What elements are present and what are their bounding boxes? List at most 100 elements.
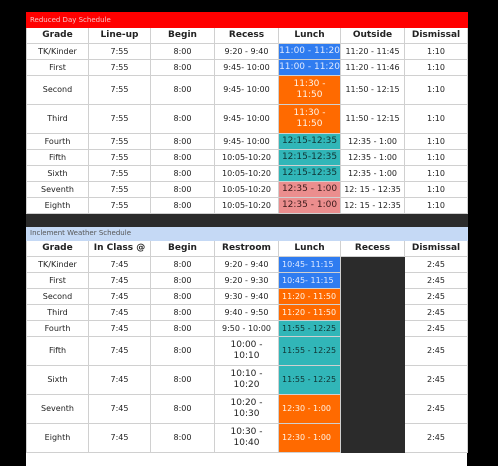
in-class-cell: 7:45: [88, 256, 151, 273]
recess-cell: 10:05-10:20: [214, 165, 279, 182]
begin-cell: 8:00: [150, 133, 215, 150]
recess-cell: [340, 423, 405, 453]
col-header-grade: Grade: [26, 27, 89, 44]
dismissal-cell: 1:10: [403, 133, 469, 150]
dismissal-cell: 1:10: [403, 43, 469, 60]
grade-cell: Fourth: [26, 133, 89, 150]
lunch-cell: 10:45- 11:15: [278, 256, 341, 273]
lunch-cell: 12:15-12:35: [278, 133, 341, 150]
dismissal-cell: 2:45: [403, 304, 469, 321]
grade-cell: Third: [26, 104, 89, 134]
lunch-cell: 12:35 - 1:00: [278, 197, 341, 214]
restroom-cell: 9:20 - 9:40: [214, 256, 279, 273]
dismissal-cell: 2:45: [403, 394, 469, 424]
in-class-cell: 7:45: [88, 423, 151, 453]
lunch-cell: 11:30 - 11:50: [278, 104, 341, 134]
lunch-cell: 11:55 - 12:25: [278, 365, 341, 395]
recess-cell: [340, 288, 405, 305]
table-row: First 7:55 8:00 9:45- 10:00 11:00 - 11:20 11:…: [26, 59, 469, 76]
begin-cell: 8:00: [150, 272, 215, 289]
restroom-cell: 10:00 - 10:10: [214, 336, 279, 366]
begin-cell: 8:00: [150, 181, 215, 198]
col-header-lineup: Line-up: [88, 27, 151, 44]
col-header-grade: Grade: [26, 240, 89, 257]
begin-cell: 8:00: [150, 394, 215, 424]
col-header-dismissal: Dismissal: [403, 27, 469, 44]
col-header-outside: Outside: [340, 27, 405, 44]
begin-cell: 8:00: [150, 165, 215, 182]
divider: [150, 213, 215, 227]
in-class-cell: 7:45: [88, 365, 151, 395]
grade-cell: Eighth: [26, 423, 89, 453]
table-row: Seventh 7:55 8:00 10:05-10:20 12:35 - 1:00 12…: [26, 181, 469, 198]
recess-cell: 9:45- 10:00: [214, 59, 279, 76]
table-row: Eighth 7:55 8:00 10:05-10:20 12:35 - 1:00 12:…: [26, 197, 469, 214]
lineup-cell: 7:55: [88, 43, 151, 60]
divider: [278, 213, 341, 227]
restroom-cell: 9:40 - 9:50: [214, 304, 279, 321]
dismissal-cell: 1:10: [403, 197, 469, 214]
begin-cell: 8:00: [150, 336, 215, 366]
restroom-cell: 10:30 - 10:40: [214, 423, 279, 453]
dismissal-cell: 2:45: [403, 272, 469, 289]
outside-cell: 12: 15 - 12:35: [340, 197, 405, 214]
begin-cell: 8:00: [150, 256, 215, 273]
table-row: Third 7:55 8:00 9:45- 10:00 11:30 - 11:50 11:…: [26, 104, 469, 134]
table-row: Seventh 7:45 8:00 10:20 - 10:30 12:30 - 1:00…: [26, 394, 469, 424]
grade-cell: TK/Kinder: [26, 43, 89, 60]
table-row: Third 7:45 8:00 9:40 - 9:50 11:20 - 11:50 2:4…: [26, 304, 469, 321]
recess-cell: [340, 365, 405, 395]
restroom-cell: 10:20 - 10:30: [214, 394, 279, 424]
grade-cell: TK/Kinder: [26, 256, 89, 273]
lunch-cell: 11:30 - 11:50: [278, 75, 341, 105]
in-class-cell: 7:45: [88, 288, 151, 305]
lineup-cell: 7:55: [88, 59, 151, 76]
lunch-cell: 11:20 - 11:50: [278, 288, 341, 305]
dismissal-cell: 1:10: [403, 59, 469, 76]
col-header-recess: Recess: [340, 240, 405, 257]
col-header-dismissal: Dismissal: [403, 240, 469, 257]
dismissal-cell: 1:10: [403, 149, 469, 166]
grade-cell: Third: [26, 304, 89, 321]
recess-cell: [340, 256, 405, 273]
table-row: Sixth 7:55 8:00 10:05-10:20 12:15-12:35 12:35…: [26, 165, 469, 182]
grade-cell: Second: [26, 288, 89, 305]
restroom-cell: 9:30 - 9:40: [214, 288, 279, 305]
divider: [26, 213, 89, 227]
lineup-cell: 7:55: [88, 75, 151, 105]
grade-cell: Seventh: [26, 394, 89, 424]
grade-cell: Sixth: [26, 165, 89, 182]
dismissal-cell: 1:10: [403, 181, 469, 198]
lineup-cell: 7:55: [88, 133, 151, 150]
begin-cell: 8:00: [150, 43, 215, 60]
inclement-rows: TK/Kinder 7:45 8:00 9:20 - 9:40 10:45- 11:15…: [26, 256, 469, 453]
grade-cell: Seventh: [26, 181, 89, 198]
col-header-begin: Begin: [150, 240, 215, 257]
recess-cell: 10:05-10:20: [214, 181, 279, 198]
recess-cell: 9:45- 10:00: [214, 104, 279, 134]
begin-cell: 8:00: [150, 365, 215, 395]
dismissal-cell: 2:45: [403, 256, 469, 273]
dismissal-cell: 2:45: [403, 320, 469, 337]
grade-cell: Fourth: [26, 320, 89, 337]
divider: [403, 213, 469, 227]
lineup-cell: 7:55: [88, 149, 151, 166]
col-header-lunch: Lunch: [278, 27, 341, 44]
lunch-cell: 12:30 - 1:00: [278, 423, 341, 453]
outside-cell: 12:35 - 1:00: [340, 149, 405, 166]
lineup-cell: 7:55: [88, 197, 151, 214]
col-header-recess: Recess: [214, 27, 279, 44]
lineup-cell: 7:55: [88, 104, 151, 134]
recess-cell: 9:45- 10:00: [214, 75, 279, 105]
table-row: TK/Kinder 7:45 8:00 9:20 - 9:40 10:45- 11:15…: [26, 256, 469, 273]
lunch-cell: 11:20 - 11:50: [278, 304, 341, 321]
grade-cell: Eighth: [26, 197, 89, 214]
col-header-begin: Begin: [150, 27, 215, 44]
begin-cell: 8:00: [150, 59, 215, 76]
in-class-cell: 7:45: [88, 304, 151, 321]
recess-cell: [340, 394, 405, 424]
col-header-lunch: Lunch: [278, 240, 341, 257]
begin-cell: 8:00: [150, 104, 215, 134]
lunch-cell: 12:15-12:35: [278, 165, 341, 182]
table-row: Eighth 7:45 8:00 10:30 - 10:40 12:30 - 1:00 2…: [26, 423, 469, 453]
